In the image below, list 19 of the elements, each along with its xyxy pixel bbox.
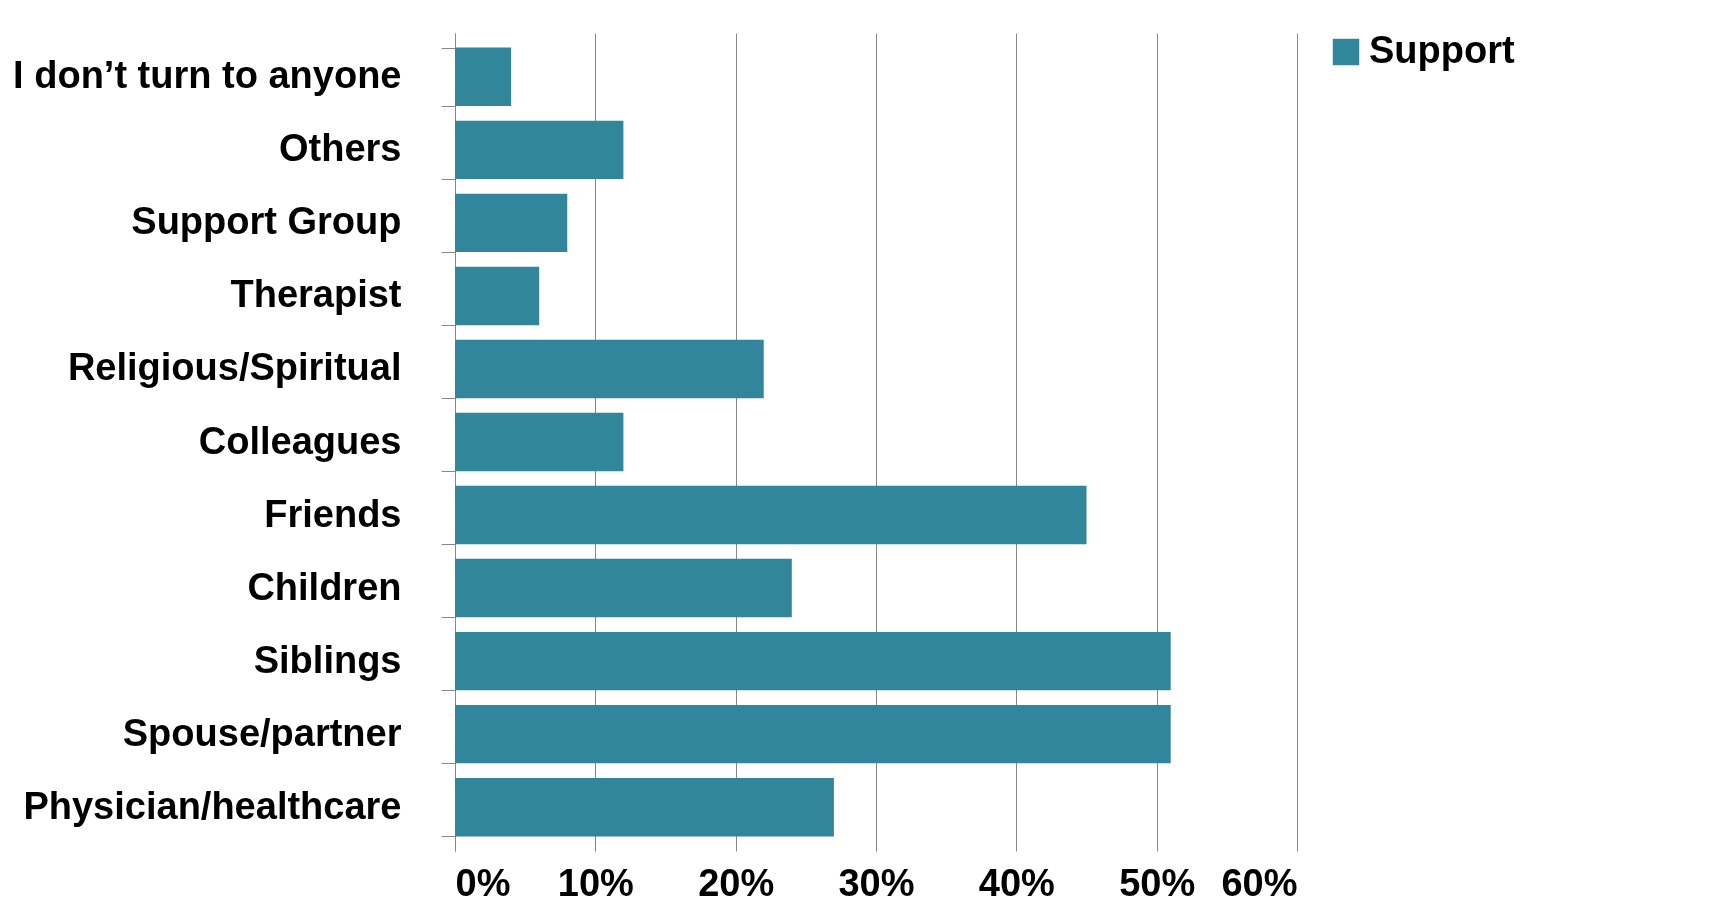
y-tick-label: Children (247, 565, 402, 608)
y-tick-label: Support Group (131, 200, 402, 243)
y-tick-label: Religious/Spiritual (67, 346, 402, 389)
y-tick-label: Physician/healthcare (23, 784, 402, 827)
y-tick-label: Others (279, 127, 402, 170)
legend-label: Support (1369, 29, 1515, 71)
x-tick-label: 10% (557, 861, 634, 904)
y-tick-label: Spouse/partner (122, 711, 402, 754)
x-tick-label: 30% (838, 861, 915, 904)
y-tick-label: Therapist (230, 273, 402, 316)
y-tick-label: Friends (264, 492, 402, 535)
x-tick-label: 50% (1119, 861, 1196, 904)
x-tick-label: 40% (978, 861, 1055, 904)
x-tick-label: 20% (698, 861, 775, 904)
x-tick-label: 60% (1221, 861, 1298, 904)
y-tick-label: I don’t turn to anyone (13, 54, 402, 97)
y-tick-label: Siblings (253, 638, 402, 681)
y-tick-label: Colleagues (198, 419, 402, 462)
x-tick-label: 0% (455, 861, 511, 904)
